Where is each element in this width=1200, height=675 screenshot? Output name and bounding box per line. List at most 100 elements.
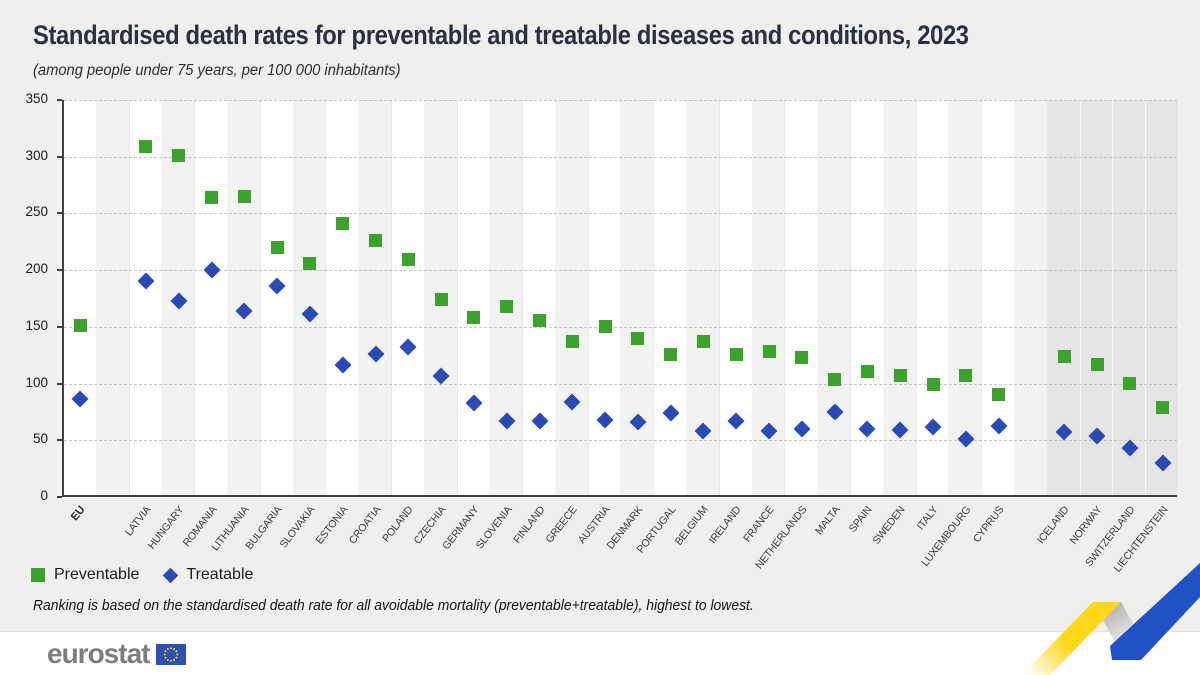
legend-marker-square [31, 568, 45, 582]
y-tick-mark [57, 496, 62, 498]
column-band [293, 100, 327, 495]
y-tick-mark [57, 382, 62, 385]
marker-preventable [729, 347, 743, 361]
marker-preventable [828, 372, 842, 386]
column-band [260, 100, 294, 495]
column-band [64, 100, 97, 495]
marker-preventable [270, 240, 284, 254]
column-band [227, 100, 261, 495]
marker-preventable [598, 320, 612, 334]
y-tick-label: 300 [25, 147, 48, 163]
y-tick-label: 100 [25, 374, 48, 390]
grid-line [64, 440, 1177, 442]
legend-item: Treatable [163, 566, 254, 584]
y-tick-mark [57, 325, 62, 328]
y-tick-label: 250 [25, 204, 48, 220]
chart-subtitle: (among people under 75 years, per 100 00… [33, 62, 401, 79]
column-band [129, 100, 163, 495]
y-tick-label: 50 [32, 431, 48, 447]
y-tick-label: 350 [25, 91, 48, 106]
marker-preventable [1123, 377, 1137, 391]
y-tick-mark [57, 99, 62, 101]
column-band [391, 100, 425, 495]
column-band [982, 100, 1016, 495]
column-band [523, 100, 556, 495]
column-band [588, 100, 622, 495]
marker-preventable [336, 217, 350, 231]
column-band [457, 100, 491, 495]
column-band [490, 100, 524, 495]
footer-bar: eurostat [0, 631, 1200, 675]
marker-preventable [205, 191, 219, 205]
marker-preventable [795, 350, 809, 364]
legend-label: Preventable [54, 566, 140, 583]
y-tick-mark [57, 439, 62, 442]
y-tick-label: 150 [25, 317, 48, 333]
marker-preventable [1156, 400, 1170, 414]
star-circle [164, 647, 179, 662]
column-band [1113, 100, 1147, 495]
y-tick-mark [57, 269, 62, 272]
grid-line [64, 100, 1177, 101]
marker-preventable [959, 369, 973, 383]
ribbon-yellow-band [1022, 602, 1121, 675]
y-tick-label: 200 [25, 261, 48, 277]
legend-marker-diamond [163, 567, 179, 583]
marker-preventable [664, 347, 678, 361]
column-band [1146, 100, 1179, 495]
legend-item: Preventable [31, 566, 139, 584]
marker-preventable [1090, 357, 1104, 371]
column-band [916, 100, 950, 495]
eu-flag-icon [156, 644, 187, 665]
marker-preventable [893, 369, 907, 383]
grid-line [64, 383, 1177, 385]
y-tick-label: 0 [40, 488, 48, 503]
marker-preventable [860, 364, 874, 378]
marker-preventable [73, 319, 87, 333]
chart-footnote: Ranking is based on the standardised dea… [33, 598, 754, 614]
eurostat-logo: eurostat [47, 637, 150, 669]
marker-preventable [434, 293, 448, 307]
column-band [621, 100, 655, 495]
marker-preventable [139, 140, 153, 153]
marker-preventable [926, 378, 940, 392]
column-gap [1015, 100, 1048, 495]
column-band [818, 100, 852, 495]
ribbon-blue-band [1110, 563, 1200, 660]
grid-line [64, 156, 1177, 158]
ribbon-decoration-icon [1022, 563, 1200, 675]
marker-preventable [631, 331, 645, 345]
plot-area: EU LATVIA HUNGARY ROMANIA LITHUANIA BULGARIA S… [62, 100, 1179, 575]
marker-preventable [500, 299, 514, 313]
marker-preventable [565, 335, 579, 349]
column-band [654, 100, 688, 495]
column-band [195, 100, 228, 495]
y-tick-mark [57, 155, 62, 158]
marker-preventable [762, 345, 776, 359]
column-band [719, 100, 753, 495]
column-band [326, 100, 360, 495]
column-gap [96, 100, 130, 495]
marker-preventable [369, 234, 383, 248]
marker-preventable [401, 253, 415, 267]
column-band [555, 100, 589, 495]
marker-preventable [467, 311, 481, 325]
marker-preventable [172, 149, 186, 163]
marker-preventable [303, 256, 317, 270]
marker-preventable [237, 189, 251, 203]
marker-preventable [992, 388, 1006, 402]
legend-label: Treatable [186, 566, 254, 583]
column-band [359, 100, 392, 495]
grid-line [64, 326, 1177, 328]
y-tick-mark [57, 212, 62, 215]
marker-preventable [696, 335, 710, 349]
marker-preventable [1057, 349, 1071, 363]
page-title: Standardised death rates for preventable… [33, 20, 969, 50]
column-band [949, 100, 983, 495]
chart-legend: Preventable Treatable [31, 566, 253, 584]
grid-line [64, 213, 1177, 215]
y-axis: 0 50 100 150 200 250 300 350 [0, 91, 62, 503]
grid-line [64, 270, 1177, 272]
marker-preventable [533, 313, 546, 327]
